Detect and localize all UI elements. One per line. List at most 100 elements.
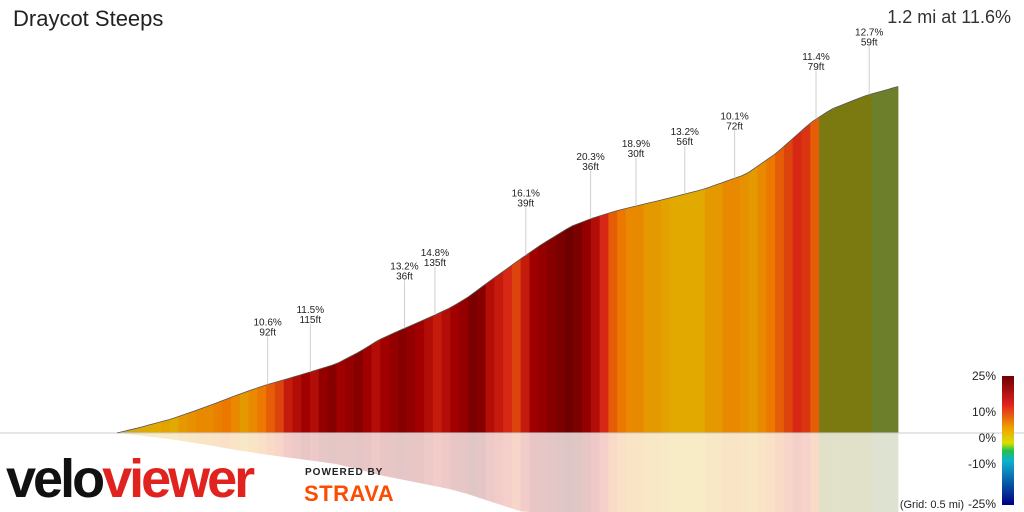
gradient-segment: [301, 371, 311, 433]
reflection-segment: [459, 433, 469, 495]
gradient-segment: [380, 335, 390, 433]
reflection-segment: [827, 433, 837, 512]
gradient-segment: [424, 315, 434, 433]
gradient-segment: [503, 265, 513, 433]
reflection-segment: [687, 433, 697, 512]
gradient-segment: [696, 188, 706, 433]
gradient-segment: [441, 307, 451, 433]
reflection-segment: [889, 433, 899, 512]
gradient-segment: [704, 185, 715, 433]
gradient-segment: [143, 424, 153, 433]
annotation-grade: 11.5%: [296, 305, 324, 316]
segment-summary: 1.2 mi at 11.6%: [887, 7, 1011, 27]
gradient-segment: [538, 241, 548, 433]
gradient-segment: [625, 206, 636, 433]
reflection-segment: [310, 433, 320, 462]
gradient-segment: [213, 400, 223, 433]
reflection-segment: [397, 433, 407, 481]
reflection-segment: [371, 433, 381, 476]
reflection-segment: [731, 433, 741, 512]
annotation-length: 56ft: [676, 137, 693, 148]
reflection-segment: [353, 433, 364, 471]
gradient-segment: [318, 366, 329, 433]
gradient-segment: [450, 302, 460, 433]
annotation-length: 36ft: [582, 162, 599, 173]
annotation-grade: 11.4%: [802, 52, 830, 63]
reflection-segment: [424, 433, 434, 486]
gradient-segment: [731, 176, 741, 434]
gradient-segment: [573, 222, 583, 433]
reflection-segment: [195, 433, 206, 445]
reflection-segment: [836, 433, 846, 512]
gradient-segment: [748, 166, 758, 434]
gradient-segment: [327, 363, 337, 433]
reflection-segment: [862, 433, 873, 512]
gradient-segment: [310, 369, 320, 433]
reflection-segment: [511, 433, 522, 512]
scale-label-minus25: -25%: [968, 497, 996, 511]
gradient-segment: [590, 215, 601, 433]
gradient-segment: [880, 88, 890, 433]
reflection-segment: [450, 433, 460, 492]
reflection-segment: [564, 433, 574, 512]
reflection-segment: [345, 433, 355, 469]
gradient-segment: [476, 284, 486, 433]
annotation-grade: 20.3%: [576, 152, 604, 163]
reflection-segment: [485, 433, 495, 503]
gradient-segment: [459, 297, 469, 433]
gradient-segment: [546, 235, 557, 433]
reflection-segment: [415, 433, 425, 484]
annotation-grade: 13.2%: [390, 261, 418, 272]
gradient-segment: [687, 191, 697, 433]
reflection-segment: [696, 433, 706, 512]
annotation-length: 115ft: [300, 315, 322, 326]
annotation-length: 59ft: [861, 38, 878, 49]
gradient-segment: [345, 354, 355, 433]
reflection-segment: [266, 433, 276, 456]
gradient-segment: [801, 123, 811, 433]
gradient-segment: [810, 117, 820, 433]
reflection-segment: [775, 433, 785, 512]
climb-annotations: 10.6%92ft11.5%115ft13.2%36ft14.8%135ft16…: [253, 28, 883, 385]
annotation-grade: 14.8%: [421, 248, 449, 259]
gradient-segment: [722, 179, 732, 433]
gradient-segment: [239, 390, 250, 433]
reflection-segment: [503, 433, 513, 509]
gradient-segment: [336, 359, 346, 433]
reflection-segment: [617, 433, 627, 512]
reflection-segment: [582, 433, 592, 512]
gradient-segment: [406, 323, 416, 433]
annotation-grade: 18.9%: [622, 139, 650, 150]
gradient-segment: [678, 193, 688, 433]
gradient-segment: [152, 421, 162, 433]
reflection-segment: [783, 433, 794, 512]
annotation-grade: 16.1%: [512, 188, 540, 199]
gradient-segment: [634, 204, 644, 433]
reflection-segment: [432, 433, 443, 488]
gradient-segment: [432, 311, 443, 433]
gradient-segment: [827, 107, 837, 433]
gradient-segment: [257, 384, 267, 433]
gradient-segment: [766, 154, 776, 433]
reflection-segment: [722, 433, 732, 512]
reflection-segment: [590, 433, 601, 512]
reflection-segment: [283, 433, 293, 459]
reflection-segment: [845, 433, 855, 512]
annotation-length: 39ft: [517, 198, 534, 209]
gradient-segment: [582, 218, 592, 433]
gradient-segment: [362, 344, 372, 433]
reflection-segment: [669, 433, 680, 512]
gradient-segment: [494, 271, 504, 433]
grid-note: (Grid: 0.5 mi): [900, 499, 964, 511]
strava-logo: STRAVA: [304, 481, 395, 506]
gradient-segment: [353, 349, 364, 433]
reflection-segment: [546, 433, 557, 512]
gradient-segment: [160, 419, 171, 433]
gradient-segment: [854, 96, 864, 433]
gradient-segment: [792, 130, 802, 433]
powered-by-label: POWERED BY: [305, 467, 384, 478]
annotation-length: 79ft: [808, 62, 825, 73]
veloviewer-logo: veloviewer: [6, 449, 255, 509]
reflection-segment: [389, 433, 399, 479]
